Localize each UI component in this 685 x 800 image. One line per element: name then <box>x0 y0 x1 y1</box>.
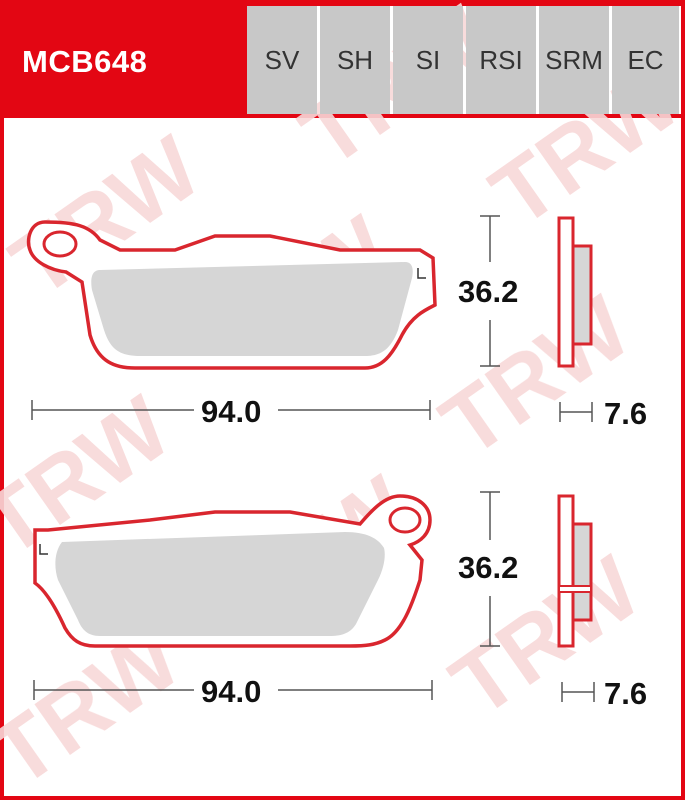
product-code: MCB648 <box>22 44 148 79</box>
brake-pad-bottom-outline <box>33 494 432 648</box>
tab-sh[interactable]: SH <box>320 6 390 114</box>
compound-tabs: SV SH SI RSI SRM EC <box>247 6 679 114</box>
pad-bottom-dimension-lines <box>33 491 595 702</box>
pad-bottom-height-label: 36.2 <box>458 550 519 585</box>
tab-ec[interactable]: EC <box>612 6 679 114</box>
pad-top-height-label: 36.2 <box>458 274 519 309</box>
brake-pad-top-outline <box>26 220 437 370</box>
tab-sv[interactable]: SV <box>247 6 317 114</box>
brake-pad-top-side-view <box>557 216 593 368</box>
tab-si[interactable]: SI <box>393 6 463 114</box>
brake-pad-bottom-side-view <box>557 494 593 648</box>
header-bottom-band <box>247 114 685 118</box>
header-red-block <box>0 0 247 118</box>
tab-srm[interactable]: SRM <box>539 6 609 114</box>
pad-top-thickness-label: 7.6 <box>604 396 648 431</box>
pad-top-dimension-lines <box>31 215 593 422</box>
pad-bottom-length-label: 94.0 <box>201 674 262 709</box>
header-top-band <box>247 0 685 6</box>
tab-rsi[interactable]: RSI <box>466 6 536 114</box>
pad-bottom-thickness-label: 7.6 <box>604 676 648 711</box>
pad-top-length-label: 94.0 <box>201 394 262 429</box>
